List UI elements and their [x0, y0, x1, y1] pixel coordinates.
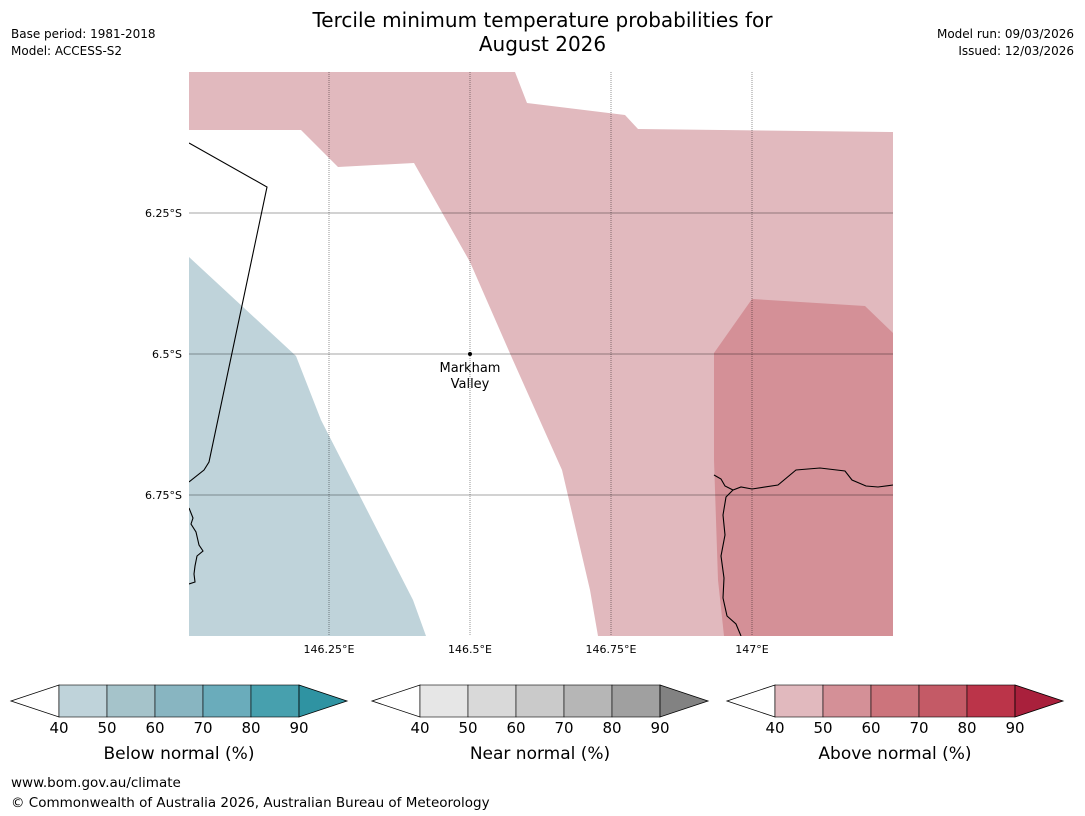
lon-label-147: 147°E [735, 643, 768, 656]
lon-label-146-5: 146.5°E [448, 643, 492, 656]
place-label-line-2: Valley [451, 377, 490, 392]
footer-website[interactable]: www.bom.gov.au/climate [11, 775, 181, 791]
tick-label: 40 [49, 719, 69, 737]
colorbar-above-segment [774, 684, 824, 718]
issued-date: Issued: 12/03/2026 [958, 44, 1074, 58]
lat-label-6-5: 6.5°S [152, 348, 182, 361]
colorbar-near-segment [563, 684, 613, 718]
footer-copyright: © Commonwealth of Australia 2026, Austra… [11, 795, 490, 811]
colorbar-near-max-arrow [659, 684, 710, 718]
colorbar-near-segment [467, 684, 517, 718]
tick-label: 90 [1005, 719, 1025, 737]
tick-label: 90 [650, 719, 670, 737]
coastline-river [720, 489, 742, 636]
colorbar-below-min-arrow [9, 684, 60, 718]
colorbar-above-segment [822, 684, 872, 718]
colorbar-above-normal [725, 684, 1065, 718]
colorbar-below-normal [9, 684, 349, 718]
page-title: Tercile minimum temperature probabilitie… [0, 8, 1085, 56]
above-normal-50-60-region [714, 299, 893, 636]
tick-label: 70 [193, 719, 213, 737]
colorbar-above-label: Above normal (%) [818, 744, 972, 764]
markham-valley-marker [468, 352, 472, 356]
province-border [189, 142, 268, 483]
colorbar-below-segment [106, 684, 156, 718]
colorbar-near-segment [611, 684, 661, 718]
lon-label-146-25: 146.25°E [304, 643, 355, 656]
lat-label-6-75: 6.75°S [145, 489, 182, 502]
colorbar-below-segment [154, 684, 204, 718]
tick-label: 60 [861, 719, 881, 737]
coastline-west [189, 507, 204, 585]
colorbar-above-segment [966, 684, 1016, 718]
below-normal-40-50-region [189, 257, 426, 636]
model-run: Model run: 09/03/2026 [936, 27, 1074, 41]
tick-label: 60 [506, 719, 526, 737]
meta-right: Model run: 09/03/2026 Issued: 12/03/2026 [937, 26, 1074, 60]
coastline-east [713, 467, 893, 491]
colorbar-below-segment [202, 684, 252, 718]
tick-label: 60 [145, 719, 165, 737]
colorbar-above-max-arrow [1014, 684, 1065, 718]
colorbar-near-segment [419, 684, 469, 718]
tick-label: 80 [602, 719, 622, 737]
colorbar-above-segment [918, 684, 968, 718]
colorbar-near-segment [515, 684, 565, 718]
tick-label: 70 [554, 719, 574, 737]
colorbar-above-min-arrow [725, 684, 776, 718]
tick-label: 70 [909, 719, 929, 737]
colorbar-near-normal [370, 684, 710, 718]
colorbar-below-max-arrow [298, 684, 349, 718]
tick-label: 90 [289, 719, 309, 737]
graticule [189, 72, 893, 636]
place-label-line-1: Markham [440, 361, 501, 376]
tick-label: 40 [765, 719, 785, 737]
colorbar-below-label: Below normal (%) [103, 744, 255, 764]
title-line-2: August 2026 [478, 32, 607, 56]
model-name: Model: ACCESS-S2 [11, 44, 123, 58]
tick-label: 50 [458, 719, 478, 737]
title-line-1: Tercile minimum temperature probabilitie… [312, 8, 773, 32]
colorbar-below-segment [58, 684, 108, 718]
tick-label: 40 [410, 719, 430, 737]
lat-label-6-25: 6.25°S [145, 207, 182, 220]
colorbar-below-segment [250, 684, 300, 718]
colorbar-above-segment [870, 684, 920, 718]
colorbar-near-min-arrow [370, 684, 421, 718]
colorbar-near-label: Near normal (%) [469, 744, 611, 764]
meta-left: Base period: 1981-2018 Model: ACCESS-S2 [11, 26, 156, 60]
tick-label: 80 [241, 719, 261, 737]
tick-label: 50 [813, 719, 833, 737]
tick-label: 50 [97, 719, 117, 737]
tick-label: 80 [957, 719, 977, 737]
base-period: Base period: 1981-2018 [11, 27, 156, 41]
lon-label-146-75: 146.75°E [586, 643, 637, 656]
